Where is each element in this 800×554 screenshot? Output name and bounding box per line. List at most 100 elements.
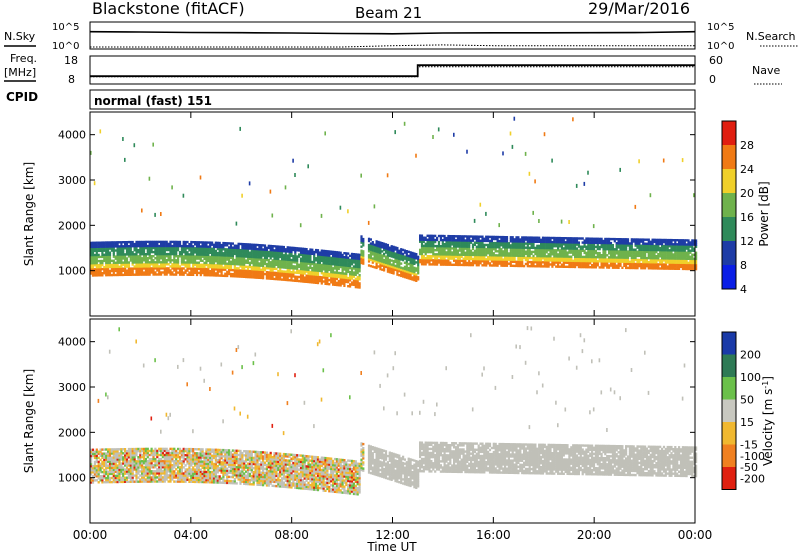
scatter-cell — [664, 251, 667, 254]
scatter-cell — [335, 261, 338, 264]
scatter-cell — [301, 274, 304, 277]
scatter-cell — [169, 244, 172, 248]
scatter-cell — [165, 263, 168, 266]
scatter-cell — [541, 265, 545, 268]
scatter-cell — [356, 282, 359, 285]
scatter-cell — [419, 248, 422, 252]
scatter-cell — [239, 253, 242, 256]
scatter-cell — [502, 264, 505, 267]
scatter-cell — [105, 478, 108, 482]
scatter-cell — [250, 251, 253, 254]
scatter-cell — [298, 279, 301, 283]
scatter-cell — [97, 470, 100, 474]
scatter-cell — [558, 261, 562, 264]
scatter-cell — [180, 257, 183, 260]
scatter-cell — [211, 253, 214, 257]
scatter-cell — [619, 238, 622, 241]
scatter-cell — [543, 244, 546, 248]
scatter-cell — [515, 264, 518, 268]
scatter-cell — [343, 280, 346, 283]
scatter-cell — [373, 255, 376, 259]
scatter-cell — [558, 257, 562, 260]
scatter-cell — [269, 275, 272, 278]
scatter-cell — [263, 266, 267, 270]
scatter-cell — [152, 259, 155, 262]
scatter-cell — [197, 249, 200, 252]
scatter-cell — [137, 273, 140, 276]
scatter-cell — [456, 239, 459, 242]
scatter-cell — [114, 263, 117, 266]
scatter-cell — [560, 243, 563, 246]
scatter-cell — [90, 450, 93, 454]
scatter-cell — [530, 252, 533, 256]
scatter-cell — [402, 273, 405, 276]
scatter-cell — [298, 271, 301, 275]
scatter-cell — [638, 258, 641, 262]
scatter-cell — [524, 250, 527, 253]
scatter-cell — [681, 241, 684, 244]
scatter-cell — [511, 252, 514, 255]
scatter-cell — [197, 241, 200, 244]
scatter-cell — [107, 273, 110, 277]
scatter-cell — [116, 241, 119, 244]
scatter-cell — [460, 249, 463, 252]
scatter-cell — [502, 235, 505, 239]
scatter-cell — [324, 264, 327, 267]
scatter-cell — [592, 243, 596, 247]
scatter-cell — [562, 249, 565, 252]
scatter-cell — [282, 245, 285, 249]
scatter-cell — [407, 273, 410, 276]
scatter-cell — [269, 277, 272, 280]
scatter-cell — [481, 249, 484, 253]
scatter-cell — [687, 249, 690, 252]
scatter-cell — [288, 266, 291, 270]
scatter-cell — [655, 244, 658, 248]
scatter-cell — [579, 249, 582, 252]
scatter-cell — [396, 255, 399, 258]
scatter-cell — [315, 248, 318, 252]
colorbar-tick-label: 8 — [740, 259, 747, 272]
scatter-cell — [107, 452, 110, 455]
scatter-cell — [617, 244, 620, 247]
scatter-cell — [305, 276, 308, 279]
scatter-cell — [515, 260, 518, 263]
scatter-cell — [229, 242, 233, 245]
scatter-cell — [536, 246, 539, 250]
scatter-cell — [233, 246, 236, 249]
scatter-cell — [691, 255, 694, 258]
scatter-cell — [606, 260, 609, 263]
scatter-cell — [124, 259, 127, 262]
scatter-cell — [228, 258, 231, 261]
scatter-cell — [479, 245, 482, 249]
scatter-cell — [683, 267, 686, 271]
scatter-cell — [243, 267, 246, 270]
scatter-cell — [547, 242, 550, 246]
scatter-cell — [640, 262, 643, 266]
scatter-cell — [222, 254, 225, 257]
scatter-cell — [345, 260, 348, 263]
scatter-cell — [112, 468, 115, 471]
scatter-cell — [398, 253, 401, 256]
scatter-cell — [453, 241, 456, 244]
scatter-cell — [371, 249, 374, 252]
scatter-cell — [371, 247, 374, 250]
scatter-cell — [383, 248, 386, 252]
scatter-cell — [426, 240, 429, 244]
scatter-cell — [538, 259, 541, 262]
scatter-cell — [645, 244, 648, 247]
scatter-cell — [124, 476, 127, 479]
scatter-cell — [572, 263, 575, 267]
scatter-cell — [661, 257, 664, 260]
scatter-cell — [396, 261, 399, 264]
scatter-cell — [685, 247, 688, 250]
scatter-cell — [91, 241, 95, 244]
scatter-cell — [681, 265, 684, 269]
scatter-cell — [148, 255, 151, 258]
scatter-cell — [156, 261, 159, 264]
scatter-cell — [158, 261, 161, 264]
scatter-cell — [640, 244, 643, 247]
scatter-cell — [360, 241, 363, 244]
scatter-cell — [437, 242, 441, 246]
scatter-cell — [305, 254, 308, 257]
scatter-cell — [437, 249, 441, 252]
